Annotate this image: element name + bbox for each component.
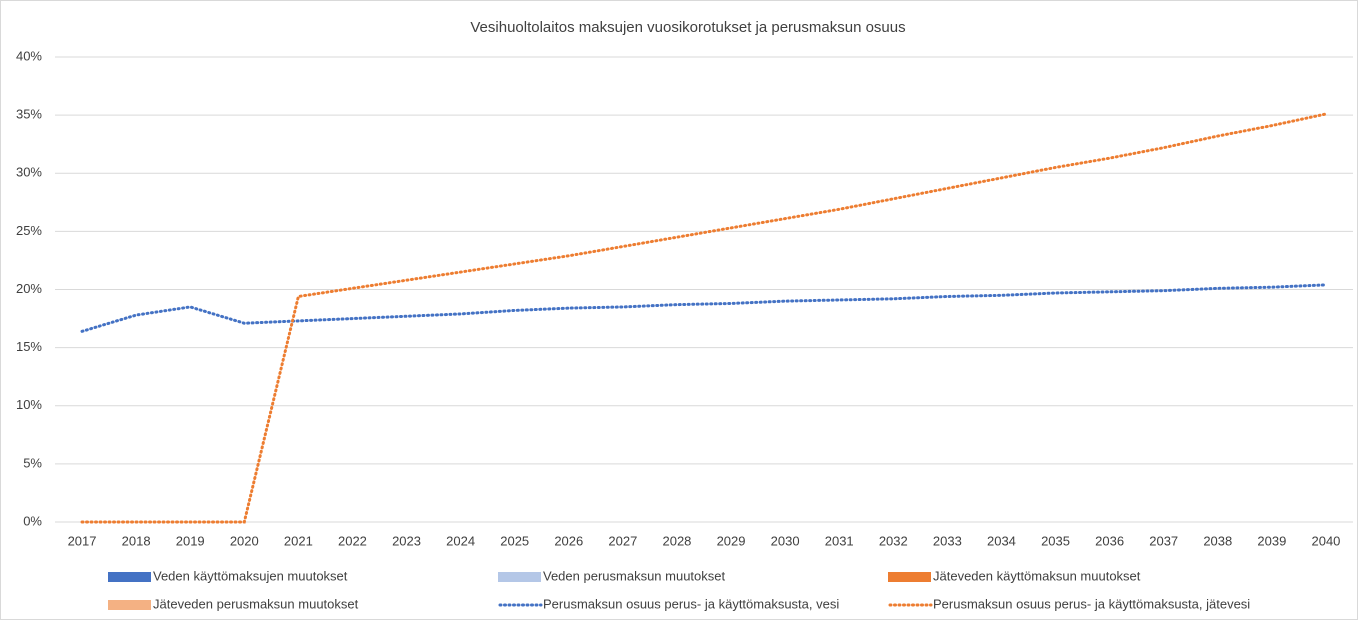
x-tick-label: 2020 bbox=[230, 533, 259, 548]
legend-swatch bbox=[888, 572, 931, 582]
x-tick-label: 2026 bbox=[554, 533, 583, 548]
x-tick-label: 2025 bbox=[500, 533, 529, 548]
y-tick-label: 10% bbox=[16, 397, 42, 412]
x-tick-label: 2019 bbox=[176, 533, 205, 548]
x-tick-label: 2040 bbox=[1311, 533, 1340, 548]
x-tick-label: 2039 bbox=[1257, 533, 1286, 548]
y-tick-label: 35% bbox=[16, 107, 42, 122]
line-series bbox=[80, 283, 1328, 333]
x-tick-label: 2028 bbox=[662, 533, 691, 548]
x-tick-label: 2027 bbox=[608, 533, 637, 548]
y-tick-label: 5% bbox=[23, 455, 42, 470]
y-tick-label: 0% bbox=[23, 513, 42, 528]
x-tick-label: 2024 bbox=[446, 533, 475, 548]
y-tick-label: 30% bbox=[16, 165, 42, 180]
y-tick-label: 20% bbox=[16, 281, 42, 296]
x-tick-label: 2034 bbox=[987, 533, 1016, 548]
x-tick-label: 2036 bbox=[1095, 533, 1124, 548]
x-tick-label: 2030 bbox=[771, 533, 800, 548]
x-tick-label: 2038 bbox=[1203, 533, 1232, 548]
legend-swatch bbox=[498, 572, 541, 582]
legend-swatch bbox=[108, 600, 151, 610]
y-tick-label: 25% bbox=[16, 223, 42, 238]
x-tick-label: 2023 bbox=[392, 533, 421, 548]
legend-label: Perusmaksun osuus perus- ja käyttömaksus… bbox=[933, 596, 1250, 611]
x-tick-label: 2031 bbox=[825, 533, 854, 548]
x-tick-label: 2033 bbox=[933, 533, 962, 548]
x-tick-label: 2035 bbox=[1041, 533, 1070, 548]
legend-label: Jäteveden perusmaksun muutokset bbox=[153, 596, 359, 611]
x-tick-label: 2029 bbox=[717, 533, 746, 548]
chart-title: Vesihuoltolaitos maksujen vuosikorotukse… bbox=[470, 19, 905, 36]
legend-label: Jäteveden käyttömaksun muutokset bbox=[933, 568, 1141, 583]
legend-label: Veden perusmaksun muutokset bbox=[543, 568, 725, 583]
x-tick-label: 2017 bbox=[68, 533, 97, 548]
x-tick-label: 2022 bbox=[338, 533, 367, 548]
legend-swatch bbox=[108, 572, 151, 582]
x-tick-label: 2021 bbox=[284, 533, 313, 548]
x-tick-label: 2018 bbox=[122, 533, 151, 548]
x-tick-label: 2032 bbox=[879, 533, 908, 548]
legend-label: Veden käyttömaksujen muutokset bbox=[153, 568, 348, 583]
y-tick-label: 40% bbox=[16, 48, 42, 63]
y-tick-label: 15% bbox=[16, 339, 42, 354]
legend-label: Perusmaksun osuus perus- ja käyttömaksus… bbox=[543, 596, 839, 611]
line-series bbox=[80, 112, 1328, 524]
x-tick-label: 2037 bbox=[1149, 533, 1178, 548]
